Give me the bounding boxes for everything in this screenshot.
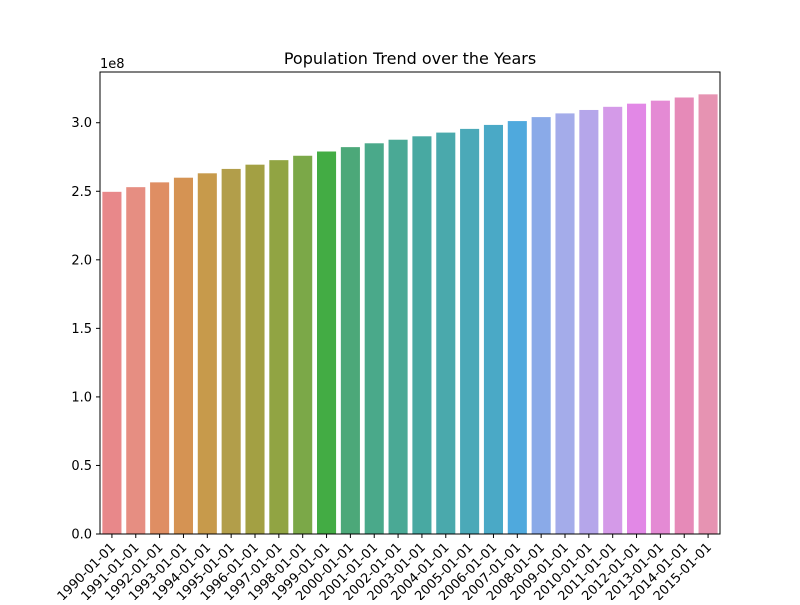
bar-2015-01-01 bbox=[698, 94, 718, 534]
bar-2010-01-01 bbox=[579, 109, 599, 534]
bar-1998-01-01 bbox=[293, 155, 313, 534]
bar-1994-01-01 bbox=[197, 173, 217, 534]
y-axis: 0.0 0.5 1.0 1.5 2.0 2.5 3.0 bbox=[71, 116, 100, 543]
y-tick-label: 1.5 bbox=[71, 322, 92, 337]
bar-2006-01-01 bbox=[483, 124, 503, 535]
bar-1992-01-01 bbox=[150, 182, 170, 535]
bar-2007-01-01 bbox=[507, 121, 527, 534]
bar-1993-01-01 bbox=[173, 177, 193, 534]
chart-title: Population Trend over the Years bbox=[284, 49, 536, 68]
plot-frame bbox=[99, 71, 721, 535]
bar-1990-01-01 bbox=[102, 191, 122, 534]
bar-1996-01-01 bbox=[245, 164, 265, 535]
bar-2011-01-01 bbox=[603, 106, 623, 534]
bar-2004-01-01 bbox=[436, 132, 456, 534]
bars bbox=[102, 94, 718, 535]
bar-2000-01-01 bbox=[340, 147, 360, 534]
bar-2002-01-01 bbox=[388, 139, 408, 534]
bar-1999-01-01 bbox=[317, 151, 337, 534]
y-tick-label: 2.5 bbox=[71, 185, 92, 200]
bar-2013-01-01 bbox=[650, 100, 670, 535]
bar-2014-01-01 bbox=[674, 97, 694, 534]
bar-2003-01-01 bbox=[412, 136, 432, 535]
bar-2005-01-01 bbox=[460, 128, 480, 534]
x-axis: 1990-01-011991-01-011992-01-011993-01-01… bbox=[55, 534, 715, 604]
bar-1995-01-01 bbox=[221, 168, 241, 535]
bar-1991-01-01 bbox=[126, 187, 146, 534]
bar-2009-01-01 bbox=[555, 113, 575, 535]
bar-1997-01-01 bbox=[269, 160, 289, 534]
y-tick-label: 0.0 bbox=[71, 528, 92, 543]
bar-2001-01-01 bbox=[364, 143, 384, 535]
y-axis-offset-label: 1e8 bbox=[100, 57, 125, 72]
bar-2008-01-01 bbox=[531, 117, 551, 534]
y-tick-label: 3.0 bbox=[71, 116, 92, 131]
bar-2012-01-01 bbox=[627, 103, 647, 535]
y-tick-label: 0.5 bbox=[71, 459, 92, 474]
y-tick-label: 2.0 bbox=[71, 253, 92, 268]
y-tick-label: 1.0 bbox=[71, 390, 92, 405]
